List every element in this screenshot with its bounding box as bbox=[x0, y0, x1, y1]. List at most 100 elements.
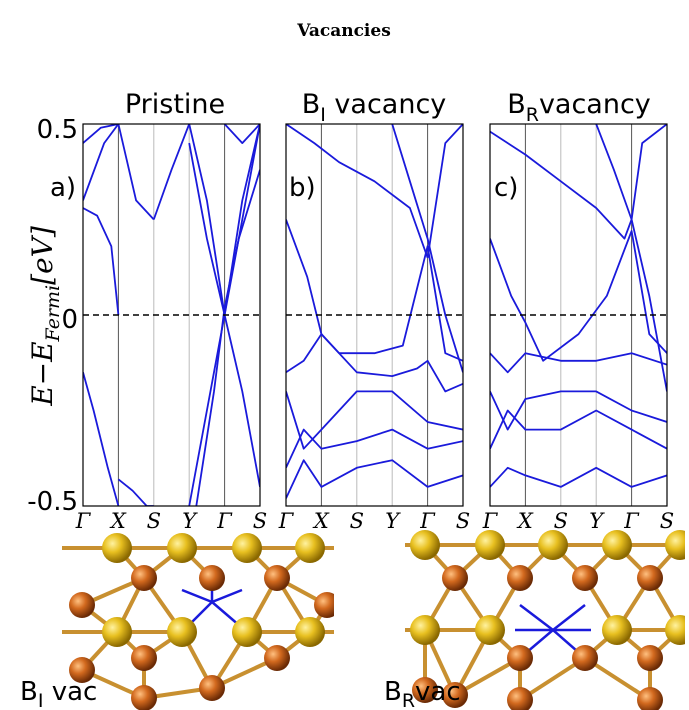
k-tick-label: Γ bbox=[278, 509, 295, 533]
copper-atom bbox=[131, 645, 157, 671]
copper-atom bbox=[69, 592, 95, 618]
panel-title-bi-vacancy: BI vacancy bbox=[302, 89, 447, 126]
band-line bbox=[286, 124, 429, 259]
band-line bbox=[286, 390, 463, 450]
copper-atom bbox=[199, 565, 225, 591]
band-line bbox=[195, 169, 260, 506]
panel-label-c: c) bbox=[494, 173, 518, 203]
copper-atom bbox=[507, 645, 533, 671]
k-tick-label: Y bbox=[589, 509, 605, 533]
boron-atom bbox=[475, 530, 505, 560]
boron-atom bbox=[232, 533, 262, 563]
copper-atom bbox=[412, 677, 438, 703]
band-line bbox=[83, 124, 119, 144]
image-caption-br-vac: BRvac bbox=[384, 677, 461, 710]
vacancy-bond bbox=[552, 604, 586, 631]
band-line bbox=[223, 124, 260, 144]
copper-atom bbox=[572, 645, 598, 671]
copper-atom bbox=[131, 565, 157, 591]
image-caption-bi-vac: BI vac bbox=[20, 677, 97, 710]
panel-frame bbox=[489, 123, 668, 507]
boron-atom bbox=[295, 617, 325, 647]
figure-title: Vacancies bbox=[296, 21, 391, 41]
band-line bbox=[188, 124, 226, 316]
boron-atom bbox=[167, 617, 197, 647]
band-line bbox=[490, 352, 667, 374]
boron-atom bbox=[475, 615, 505, 645]
band-line bbox=[391, 124, 463, 373]
band-line bbox=[630, 124, 667, 220]
vacancy-bond bbox=[211, 588, 243, 604]
copper-atom bbox=[637, 565, 663, 591]
copper-atom bbox=[69, 657, 95, 683]
copper-atom bbox=[442, 565, 468, 591]
panel-frame bbox=[82, 123, 261, 507]
k-tick-label: Γ bbox=[75, 509, 92, 533]
copper-atom bbox=[442, 682, 468, 708]
band-line bbox=[83, 207, 120, 316]
vacancy-bond bbox=[181, 588, 213, 604]
band-line bbox=[286, 428, 463, 469]
boron-atom bbox=[410, 615, 440, 645]
band-line bbox=[595, 124, 667, 392]
vacancy-bond bbox=[519, 604, 554, 631]
boron-atom bbox=[602, 615, 632, 645]
boron-atom bbox=[665, 615, 685, 645]
k-tick-label: S bbox=[253, 509, 267, 533]
k-tick-label: S bbox=[554, 509, 568, 533]
band-line bbox=[490, 409, 667, 450]
boron-atom bbox=[102, 533, 132, 563]
copper-atom bbox=[264, 645, 290, 671]
boron-atom bbox=[538, 530, 568, 560]
band-line bbox=[83, 124, 120, 201]
k-tick-label: X bbox=[109, 509, 127, 533]
copper-atom bbox=[314, 592, 334, 618]
copper-atom bbox=[637, 645, 663, 671]
band-line bbox=[490, 130, 633, 240]
band-line bbox=[490, 390, 667, 431]
panel-frame bbox=[285, 123, 464, 507]
k-tick-label: S bbox=[147, 509, 161, 533]
copper-atom bbox=[637, 687, 663, 710]
copper-atom bbox=[264, 565, 290, 591]
copper-atom bbox=[572, 565, 598, 591]
y-tick-top: 0.5 bbox=[37, 115, 78, 145]
band-line bbox=[490, 466, 667, 488]
band-line bbox=[286, 219, 463, 362]
copper-atom bbox=[131, 685, 157, 710]
k-tick-label: S bbox=[660, 509, 674, 533]
k-tick-label: S bbox=[350, 509, 364, 533]
panel-label-b: b) bbox=[289, 173, 316, 203]
k-tick-label: Γ bbox=[623, 509, 640, 533]
boron-atom bbox=[102, 617, 132, 647]
y-tick-mid: 0 bbox=[61, 305, 78, 335]
structure-image-bi-vac bbox=[62, 530, 334, 710]
boron-atom bbox=[295, 533, 325, 563]
band-line bbox=[286, 459, 463, 499]
y-axis-label: E−EFermi[eV] bbox=[26, 226, 64, 407]
k-tick-label: Γ bbox=[482, 509, 499, 533]
band-line bbox=[426, 124, 463, 258]
copper-atom bbox=[199, 675, 225, 701]
band-line bbox=[117, 478, 154, 506]
k-tick-label: X bbox=[516, 509, 534, 533]
panel-title-pristine: Pristine bbox=[125, 89, 225, 120]
band-line bbox=[490, 230, 667, 362]
k-tick-label: Y bbox=[182, 509, 198, 533]
band-line bbox=[152, 124, 191, 220]
copper-atom bbox=[507, 565, 533, 591]
k-tick-label: Γ bbox=[216, 509, 233, 533]
band-line bbox=[117, 124, 155, 221]
boron-atom bbox=[665, 530, 685, 560]
boron-atom bbox=[167, 533, 197, 563]
k-tick-label: X bbox=[312, 509, 330, 533]
k-tick-label: S bbox=[456, 509, 470, 533]
boron-atom bbox=[232, 617, 262, 647]
band-line bbox=[286, 333, 463, 393]
k-tick-label: Γ bbox=[419, 509, 436, 533]
boron-atom bbox=[410, 530, 440, 560]
